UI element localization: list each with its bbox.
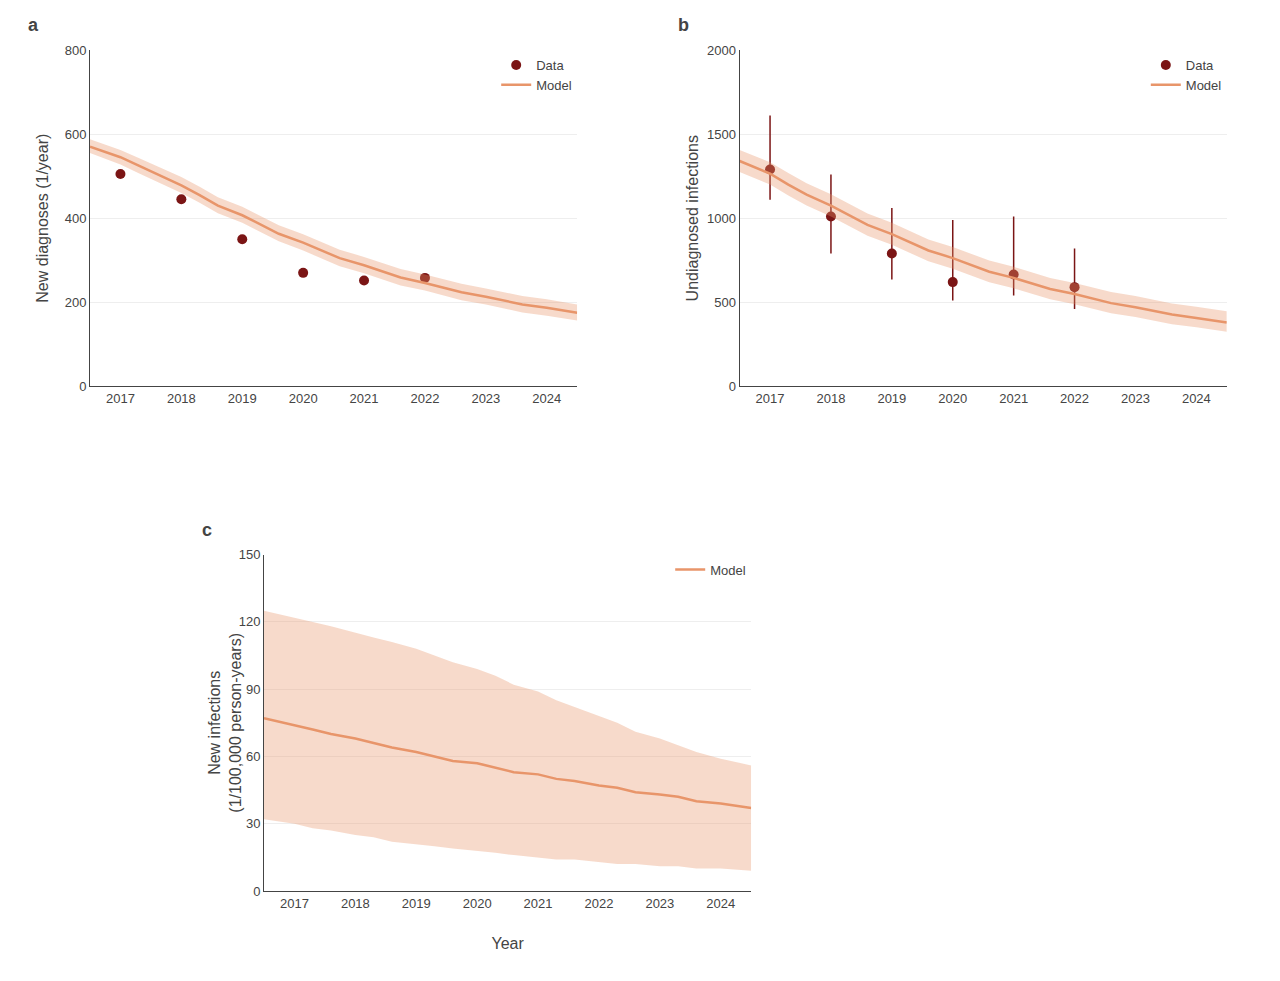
svg-text:Undiagnosed infections: Undiagnosed infections [684,135,701,301]
svg-text:600: 600 [65,127,87,142]
svg-text:2022: 2022 [410,391,439,406]
svg-text:Model: Model [710,563,746,578]
svg-text:2023: 2023 [645,896,674,911]
svg-text:Data: Data [1186,58,1214,73]
svg-text:2022: 2022 [584,896,613,911]
svg-text:Data: Data [536,58,564,73]
svg-text:2020: 2020 [463,896,492,911]
svg-text:Model: Model [536,78,572,93]
svg-text:60: 60 [246,749,260,764]
svg-text:a: a [28,15,39,35]
svg-text:200: 200 [65,295,87,310]
svg-text:2019: 2019 [877,391,906,406]
svg-text:New infections(1/100,000 perso: New infections(1/100,000 person-years) [206,633,244,813]
svg-text:2020: 2020 [289,391,318,406]
svg-text:500: 500 [714,295,736,310]
svg-text:2020: 2020 [938,391,967,406]
svg-text:2019: 2019 [228,391,257,406]
svg-text:150: 150 [239,547,261,562]
svg-text:2023: 2023 [1121,391,1150,406]
svg-text:2021: 2021 [999,391,1028,406]
svg-text:2019: 2019 [402,896,431,911]
svg-text:2024: 2024 [706,896,735,911]
svg-text:2024: 2024 [1182,391,1211,406]
svg-text:0: 0 [79,379,86,394]
svg-text:New diagnoses (1/year): New diagnoses (1/year) [34,134,51,303]
svg-text:1000: 1000 [707,211,736,226]
svg-text:2021: 2021 [524,896,553,911]
svg-text:2024: 2024 [532,391,561,406]
svg-text:400: 400 [65,211,87,226]
svg-text:2023: 2023 [471,391,500,406]
svg-text:2000: 2000 [707,43,736,58]
svg-text:2018: 2018 [816,391,845,406]
svg-text:120: 120 [239,614,261,629]
svg-text:c: c [202,520,212,540]
svg-text:2017: 2017 [756,391,785,406]
svg-text:0: 0 [729,379,736,394]
svg-text:2017: 2017 [106,391,135,406]
svg-text:30: 30 [246,816,260,831]
svg-text:b: b [678,15,689,35]
svg-text:800: 800 [65,43,87,58]
svg-text:Model: Model [1186,78,1222,93]
svg-text:1500: 1500 [707,127,736,142]
svg-text:0: 0 [253,884,260,899]
svg-text:2018: 2018 [341,896,370,911]
svg-text:90: 90 [246,682,260,697]
svg-text:2017: 2017 [280,896,309,911]
svg-text:2021: 2021 [350,391,379,406]
svg-text:Year: Year [491,935,524,952]
svg-text:2018: 2018 [167,391,196,406]
svg-text:2022: 2022 [1060,391,1089,406]
